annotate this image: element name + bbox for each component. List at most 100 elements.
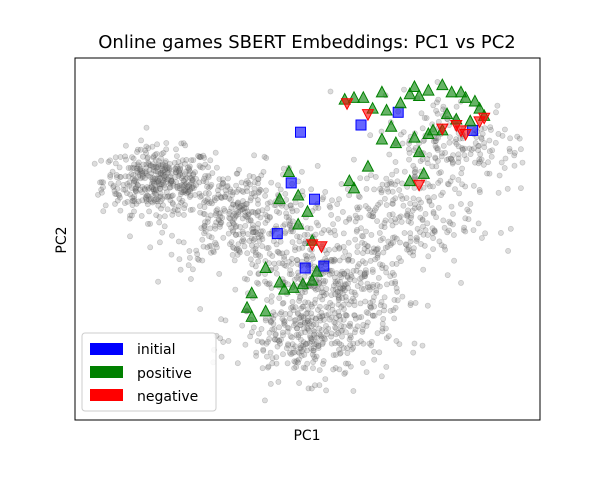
background-point (303, 320, 310, 327)
background-point (196, 162, 203, 169)
background-point (361, 241, 368, 247)
background-point (347, 334, 354, 341)
positive-point (361, 159, 375, 172)
background-point (397, 213, 404, 220)
background-point (258, 338, 265, 345)
background-point (396, 187, 403, 193)
background-point (153, 175, 159, 182)
background-point (387, 241, 394, 248)
background-point (201, 223, 208, 229)
background-point (144, 154, 151, 161)
background-point (176, 168, 182, 175)
background-point (429, 230, 436, 237)
background-point (306, 320, 313, 327)
background-point (280, 332, 286, 339)
background-point (463, 156, 470, 163)
background-point (336, 244, 343, 251)
background-point (301, 325, 307, 332)
background-point (308, 323, 315, 330)
background-point (447, 220, 454, 227)
background-point (178, 182, 185, 188)
background-point (220, 180, 226, 187)
positive-point (412, 88, 426, 102)
background-point (352, 236, 359, 243)
background-point (202, 228, 209, 235)
background-point (290, 218, 296, 225)
background-point (309, 252, 316, 259)
background-point (244, 184, 250, 191)
background-point (351, 289, 358, 296)
background-point (352, 218, 359, 225)
background-point (305, 306, 311, 313)
background-point (458, 279, 464, 286)
background-point (401, 86, 407, 93)
background-point (477, 158, 483, 165)
background-point (201, 204, 208, 211)
background-point (274, 248, 281, 255)
background-point (281, 317, 287, 324)
background-point (305, 325, 311, 332)
background-point (325, 311, 332, 318)
background-point (151, 164, 157, 170)
background-point (180, 181, 187, 188)
background-point (247, 197, 254, 204)
background-point (148, 195, 155, 202)
background-point (155, 278, 161, 285)
background-point (201, 211, 208, 217)
background-point (211, 197, 218, 204)
background-point (218, 184, 225, 191)
background-point (418, 241, 424, 247)
background-point (332, 278, 339, 285)
background-point (254, 212, 261, 219)
background-point (312, 231, 319, 238)
background-point (241, 205, 248, 211)
background-point (379, 328, 386, 335)
background-point (262, 211, 269, 218)
positive-point (440, 107, 454, 120)
background-point (264, 297, 270, 303)
background-point (378, 373, 385, 380)
background-point (135, 159, 142, 166)
background-point (142, 170, 149, 176)
background-point (107, 173, 114, 180)
background-point (160, 149, 167, 156)
background-point (344, 350, 351, 356)
background-point (368, 212, 375, 219)
background-point (354, 340, 361, 347)
background-point (144, 192, 151, 199)
background-point (262, 192, 268, 199)
background-point (228, 239, 235, 245)
background-point (245, 211, 252, 218)
background-point (415, 196, 422, 203)
background-point (313, 321, 320, 328)
background-point (338, 274, 345, 280)
background-point (194, 255, 201, 262)
background-point (245, 211, 252, 218)
background-point (186, 254, 193, 261)
background-point (308, 345, 315, 352)
background-point (397, 239, 403, 246)
background-point (156, 239, 163, 246)
background-point (323, 322, 329, 329)
background-point (381, 195, 388, 202)
background-point (433, 214, 439, 221)
background-point (164, 176, 171, 183)
background-point (177, 191, 184, 197)
background-point (132, 176, 138, 183)
background-point (247, 217, 254, 224)
background-point (438, 242, 445, 248)
background-point (390, 197, 396, 204)
background-point (320, 289, 327, 296)
background-point (175, 238, 182, 245)
background-point (164, 206, 171, 213)
legend-swatch-initial (90, 343, 123, 355)
background-point (405, 246, 412, 253)
background-point (177, 167, 184, 173)
background-point (262, 317, 269, 324)
background-point (359, 328, 366, 335)
background-point (451, 257, 457, 264)
background-point (432, 142, 439, 149)
background-point (455, 151, 462, 158)
background-point (354, 263, 361, 270)
background-point (166, 193, 173, 200)
